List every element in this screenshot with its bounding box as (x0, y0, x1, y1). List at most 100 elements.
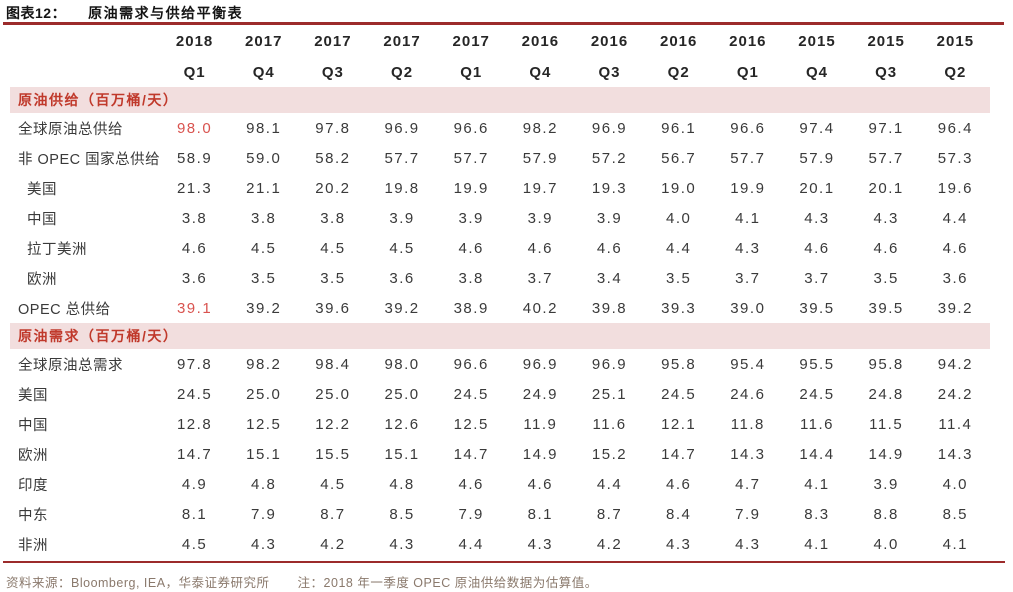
value-cell: 12.5 (453, 415, 489, 433)
value-cell: 24.9 (522, 385, 558, 403)
value-cell: 25.0 (246, 385, 282, 403)
column-header-year: 2017 (452, 32, 490, 50)
value-cell: 96.9 (591, 119, 628, 137)
row-label: 中国 (18, 417, 48, 434)
value-cell: 4.8 (251, 475, 277, 493)
value-cell: 8.5 (942, 505, 969, 523)
value-cell: 4.2 (596, 535, 623, 553)
table-bottom-rule (3, 561, 1005, 563)
value-cell: 59.0 (246, 149, 282, 167)
row-label: 中东 (18, 507, 48, 524)
value-cell: 4.6 (873, 239, 899, 257)
value-cell: 4.1 (735, 209, 761, 227)
value-cell: 3.7 (735, 269, 761, 287)
value-cell: 25.0 (384, 385, 420, 403)
row-label: OPEC 总供给 (18, 301, 111, 318)
figure-number-label: 图表12： (6, 5, 67, 21)
value-cell: 4.8 (389, 475, 415, 493)
supply-demand-table: 2018 2017 2017 2017 2017 2016 2016 2016 2016 2015… (10, 25, 990, 559)
value-cell: 21.3 (176, 179, 213, 197)
table-row: 非洲 4.5 4.3 4.2 4.3 4.4 4.3 4.2 4.3 4.3 4.1 4.0 4.1 (10, 529, 990, 559)
table-row: 美国 21.3 21.1 20.2 19.8 19.9 19.7 19.3 19.0 19.9 20… (10, 173, 990, 203)
corner-cell (10, 25, 160, 57)
title-divider-rule (3, 22, 1004, 25)
value-cell: 56.7 (661, 149, 697, 167)
value-cell: 98.0 (384, 355, 420, 373)
value-cell: 3.9 (458, 209, 484, 227)
value-cell: 4.1 (804, 535, 830, 553)
value-cell: 12.2 (315, 415, 351, 433)
footer: 资料来源：Bloomberg, IEA，华泰证券研究所 注：2018 年一季度 … (0, 563, 1013, 591)
value-cell: 4.4 (665, 239, 692, 257)
row-label: 全球原油总供给 (18, 121, 123, 138)
value-cell: 8.4 (665, 505, 692, 523)
value-cell: 96.9 (384, 119, 420, 137)
value-cell: 4.3 (735, 239, 761, 257)
column-header-quarter: Q3 (875, 63, 898, 81)
value-cell: 3.5 (873, 269, 899, 287)
table-row: 非 OPEC 国家总供给 58.9 59.0 58.2 57.7 57.7 57.9 57.2… (10, 143, 990, 173)
value-cell: 4.9 (181, 475, 208, 493)
value-cell: 8.7 (596, 505, 623, 523)
column-header-quarter: Q1 (460, 63, 483, 81)
value-cell: 4.5 (320, 239, 346, 257)
table-row: 中国 12.8 12.5 12.2 12.6 12.5 11.9 11.6 12.1 11.8 11… (10, 409, 990, 439)
value-cell: 96.9 (522, 355, 558, 373)
row-label: 印度 (18, 477, 48, 494)
column-header-year: 2017 (245, 32, 283, 50)
value-cell: 8.5 (389, 505, 415, 523)
value-cell: 3.6 (942, 269, 969, 287)
corner-cell (10, 57, 160, 87)
value-cell: 39.2 (246, 299, 282, 317)
column-header-year: 2015 (936, 32, 975, 50)
value-cell: 3.5 (320, 269, 346, 287)
table-row: 欧洲 14.7 15.1 15.5 15.1 14.7 14.9 15.2 14.7 14.3 14… (10, 439, 990, 469)
value-cell: 3.9 (596, 209, 623, 227)
value-cell: 57.2 (591, 149, 628, 167)
value-cell: 3.6 (389, 269, 415, 287)
column-header-year: 2016 (659, 32, 698, 50)
value-cell: 4.6 (181, 239, 208, 257)
value-cell: 3.7 (527, 269, 554, 287)
value-cell: 25.1 (591, 385, 628, 403)
value-cell: 4.3 (251, 535, 277, 553)
value-cell: 95.4 (730, 355, 766, 373)
value-cell: 4.6 (665, 475, 692, 493)
value-cell: 8.8 (873, 505, 899, 523)
value-cell: 4.4 (942, 209, 969, 227)
value-cell: 15.5 (315, 445, 351, 463)
value-cell: 11.5 (869, 415, 904, 433)
value-cell: 14.9 (522, 445, 558, 463)
value-cell: 98.4 (315, 355, 351, 373)
value-cell: 97.4 (799, 119, 835, 137)
value-cell: 57.7 (868, 149, 904, 167)
source-note: 资料来源：Bloomberg, IEA，华泰证券研究所 (6, 576, 270, 590)
table-body: 原油供给（百万桶/天） 全球原油总供给 98.0 98.1 97.8 96.9 96.6 98… (10, 87, 990, 559)
value-cell: 11.9 (523, 415, 558, 433)
value-cell: 96.6 (730, 119, 766, 137)
column-header-year: 2016 (590, 32, 629, 50)
value-cell: 19.6 (937, 179, 973, 197)
value-cell: 38.9 (453, 299, 489, 317)
row-label: 美国 (27, 181, 57, 198)
year-header-row: 2018 2017 2017 2017 2017 2016 2016 2016 2016 2015… (10, 25, 990, 57)
value-cell: 39.0 (730, 299, 766, 317)
figure-title-bar: 图表12： 原油需求与供给平衡表 (0, 0, 1013, 22)
row-label: 全球原油总需求 (18, 357, 123, 374)
value-cell: 19.9 (730, 179, 766, 197)
column-header-year: 2015 (867, 32, 905, 50)
table-row: 欧洲 3.6 3.5 3.5 3.6 3.8 3.7 3.4 3.5 3.7 3.7 3.5 3.6 (10, 263, 990, 293)
row-label: 非洲 (18, 537, 48, 554)
estimate-note: 注：2018 年一季度 OPEC 原油供给数据为估算值。 (297, 576, 598, 590)
value-cell: 4.3 (389, 535, 415, 553)
value-cell: 4.7 (735, 475, 761, 493)
column-header-year: 2017 (314, 32, 352, 50)
value-cell: 39.2 (384, 299, 420, 317)
value-cell: 21.1 (246, 179, 282, 197)
value-cell: 39.5 (868, 299, 904, 317)
value-cell: 4.6 (804, 239, 830, 257)
column-header-quarter: Q3 (321, 63, 344, 81)
column-header-quarter: Q2 (944, 63, 967, 81)
value-cell: 3.6 (181, 269, 208, 287)
column-header-quarter: Q2 (391, 63, 414, 81)
